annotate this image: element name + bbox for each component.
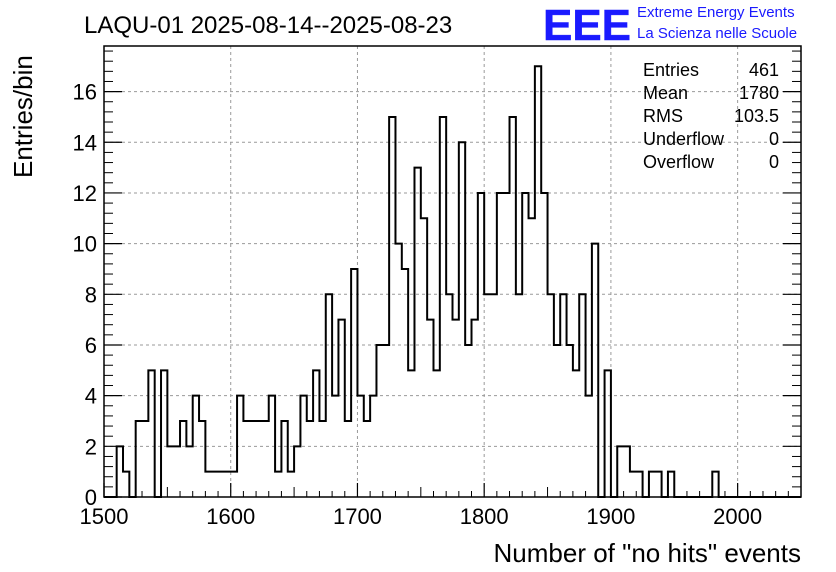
eee-logo-mark: EEE bbox=[543, 1, 631, 50]
stats-value: 0 bbox=[769, 129, 779, 149]
x-tick-label: 1900 bbox=[586, 504, 635, 529]
x-axis-label: Number of "no hits" events bbox=[494, 538, 802, 568]
y-axis-label: Entries/bin bbox=[8, 55, 38, 178]
stats-value: 103.5 bbox=[734, 106, 779, 126]
y-tick-label: 6 bbox=[85, 333, 97, 358]
plot-frame bbox=[103, 45, 802, 498]
x-tick-label: 1600 bbox=[206, 504, 255, 529]
y-tick-label: 2 bbox=[85, 434, 97, 459]
stats-box: Entries 461 Mean 1780 RMS 103.5 Underflow 0 Over… bbox=[643, 60, 779, 172]
stats-label: Underflow bbox=[643, 129, 725, 149]
stats-label: RMS bbox=[643, 106, 683, 126]
stats-value: 0 bbox=[769, 152, 779, 172]
y-tick-label: 8 bbox=[85, 282, 97, 307]
x-tick-label: 1500 bbox=[80, 504, 129, 529]
stats-label: Mean bbox=[643, 83, 688, 103]
y-tick-label: 14 bbox=[73, 130, 97, 155]
y-tick-label: 0 bbox=[85, 485, 97, 510]
y-tick-label: 12 bbox=[73, 181, 97, 206]
axis-ticks bbox=[103, 50, 802, 498]
x-tick-label: 2000 bbox=[713, 504, 762, 529]
logo-line-2: La Scienza nelle Scuole bbox=[637, 25, 798, 42]
chart-title: LAQU-01 2025-08-14--2025-08-23 bbox=[84, 12, 452, 39]
logo-line-1: Extreme Energy Events bbox=[637, 4, 795, 21]
y-tick-label: 10 bbox=[73, 232, 97, 257]
y-tick-label: 4 bbox=[85, 384, 97, 409]
stats-value: 1780 bbox=[739, 83, 779, 103]
tick-labels: 1500 1600 1700 1800 1900 2000 0 2 4 6 8 10 12 14 16 bbox=[73, 80, 763, 529]
stats-value: 461 bbox=[749, 60, 779, 80]
x-tick-label: 1700 bbox=[333, 504, 382, 529]
stats-label: Entries bbox=[643, 60, 699, 80]
x-tick-label: 1800 bbox=[460, 504, 509, 529]
grid-lines bbox=[103, 46, 801, 497]
y-tick-label: 16 bbox=[73, 80, 97, 105]
stats-label: Overflow bbox=[643, 152, 715, 172]
